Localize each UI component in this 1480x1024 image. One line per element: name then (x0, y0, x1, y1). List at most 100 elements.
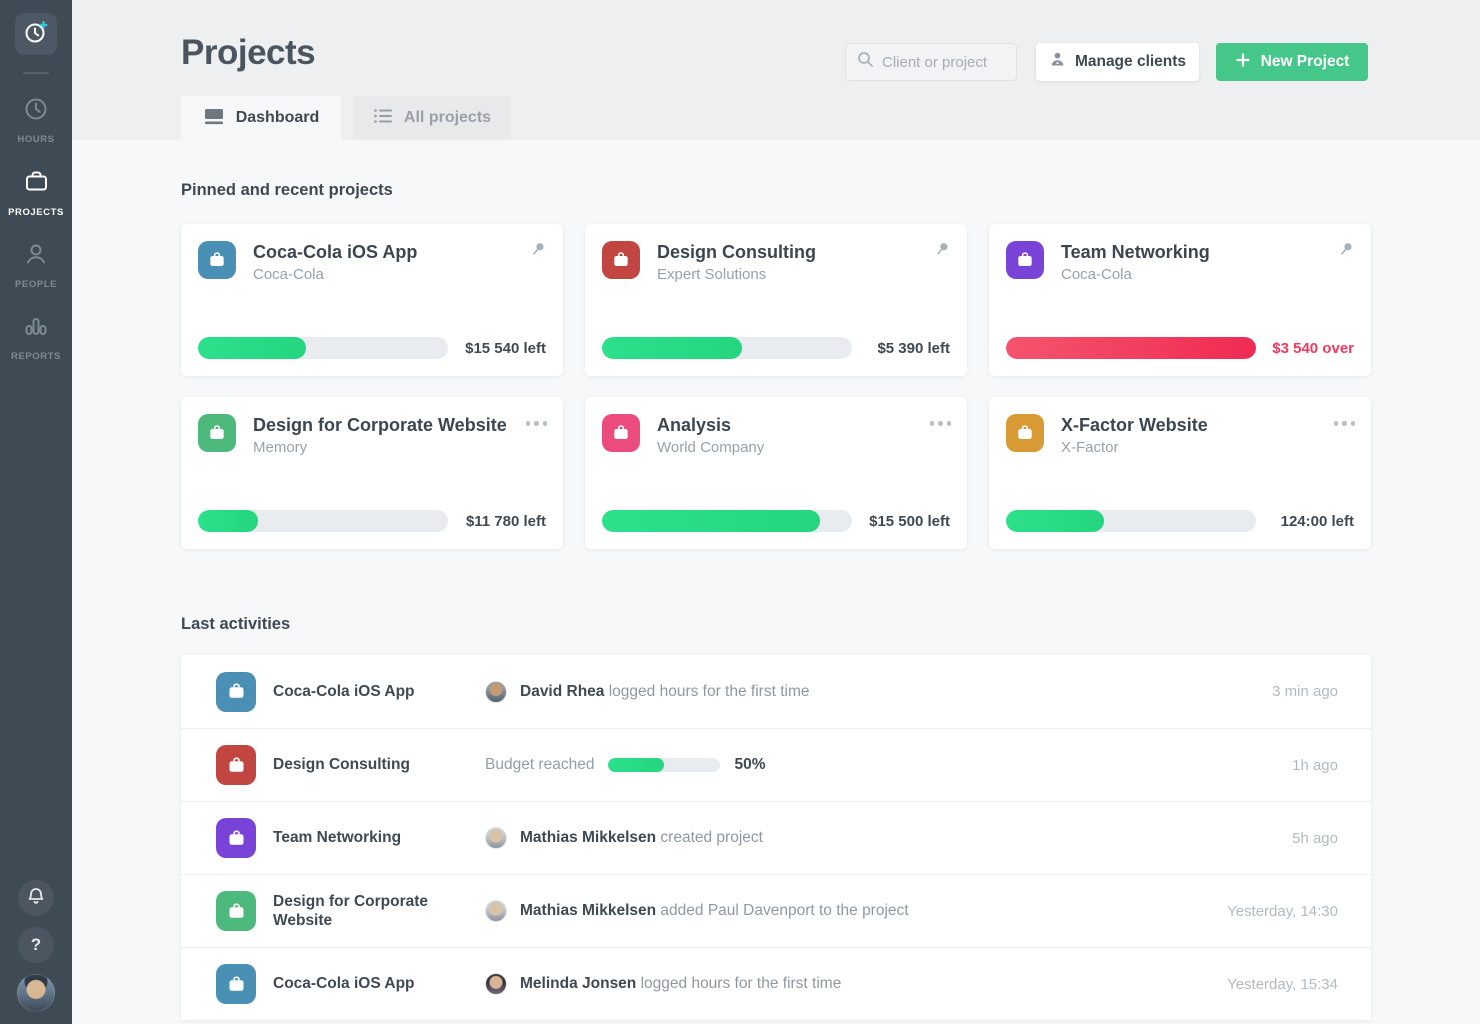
pushpin-icon[interactable] (933, 240, 951, 263)
activity-row[interactable]: Team Networking Mathias Mikkelsen create… (181, 801, 1371, 874)
clock-icon (23, 96, 49, 127)
manage-clients-button[interactable]: Manage clients (1036, 43, 1199, 81)
project-name: X-Factor Website (1061, 415, 1208, 435)
search-icon (857, 51, 874, 73)
help-button[interactable]: ? (18, 927, 54, 963)
project-name: Design for Corporate Website (253, 415, 507, 435)
budget-mini-bar (608, 758, 721, 772)
pinned-heading: Pinned and recent projects (181, 181, 393, 199)
briefcase-icon (23, 168, 50, 200)
activities-panel: Coca-Cola iOS App David Rhea logged hour… (181, 655, 1371, 1020)
budget-progress-fill (602, 337, 742, 359)
project-card[interactable]: Team Networking Coca-Cola $3 540 over (989, 224, 1371, 376)
search-box[interactable] (845, 43, 1017, 81)
budget-progress-bar (1006, 510, 1256, 532)
tab-label: All projects (403, 109, 492, 126)
tab-label: Dashboard (235, 109, 320, 126)
briefcase-icon (602, 414, 640, 452)
client-name: X-Factor (1061, 439, 1119, 456)
project-card[interactable]: Design Consulting Expert Solutions $5 39… (585, 224, 967, 376)
budget-progress-fill (198, 510, 258, 532)
activity-row[interactable]: Design for Corporate Website Mathias Mik… (181, 874, 1371, 947)
person-icon (23, 241, 49, 272)
project-card[interactable]: Coca-Cola iOS App Coca-Cola $15 540 left (181, 224, 563, 376)
app-logo[interactable] (15, 13, 57, 55)
budget-status: $15 540 left (465, 339, 546, 357)
pushpin-icon[interactable] (529, 240, 547, 263)
briefcase-icon (216, 964, 256, 1004)
new-project-button[interactable]: New Project (1216, 43, 1368, 81)
ellipsis-icon[interactable] (1333, 413, 1355, 426)
budget-progress-fill (1006, 337, 1256, 359)
notifications-button[interactable] (18, 880, 54, 916)
budget-status: 124:00 left (1280, 512, 1354, 530)
activity-timestamp: Yesterday, 15:34 (1227, 975, 1338, 993)
sidebar-item-label: REPORTS (11, 351, 61, 362)
sidebar: HOURS PROJECTS PEOPLE (0, 0, 72, 1024)
content-area: Pinned and recent projects Coca-Cola iOS… (72, 140, 1480, 1024)
briefcase-icon (216, 671, 256, 712)
budget-progress-bar (602, 337, 852, 359)
project-card[interactable]: X-Factor Website X-Factor 124:00 left (989, 397, 1371, 549)
activity-text: Melinda Jonsen logged hours for the firs… (520, 975, 842, 992)
briefcase-icon (216, 891, 256, 931)
client-name: Coca-Cola (1061, 266, 1132, 283)
sidebar-item-people[interactable]: PEOPLE (0, 229, 72, 301)
project-name: Coca-Cola iOS App (253, 242, 418, 262)
actor-name: Mathias Mikkelsen (520, 902, 657, 919)
manage-clients-label: Manage clients (1074, 53, 1187, 70)
budget-progress-bar (198, 337, 448, 359)
activities-heading: Last activities (181, 615, 291, 633)
tab-all-projects[interactable]: All projects (353, 96, 511, 140)
budget-progress-bar (198, 510, 448, 532)
activity-row[interactable]: Design Consulting Budget reached 50% 1h … (181, 728, 1371, 801)
project-name: Design Consulting (657, 242, 816, 262)
ellipsis-icon[interactable] (525, 413, 547, 426)
activity-timestamp: Yesterday, 14:30 (1227, 902, 1338, 920)
client-name: Coca-Cola (253, 266, 324, 283)
activity-text: Mathias Mikkelsen created project (520, 829, 763, 846)
activity-timestamp: 5h ago (1292, 829, 1338, 847)
actor-name: Melinda Jonsen (520, 975, 637, 992)
dashboard-icon (203, 107, 225, 130)
briefcase-icon (216, 818, 256, 858)
tab-bar: Dashboard All projects (181, 96, 511, 140)
actor-avatar (485, 680, 507, 703)
sidebar-item-reports[interactable]: REPORTS (0, 301, 72, 373)
sidebar-item-projects[interactable]: PROJECTS (0, 156, 72, 229)
sidebar-item-hours[interactable]: HOURS (0, 84, 72, 156)
actor-avatar (485, 900, 507, 922)
budget-percent: 50% (734, 756, 766, 773)
actor-avatar (485, 973, 507, 995)
budget-progress-fill (1006, 510, 1104, 532)
activity-timestamp: 3 min ago (1272, 683, 1338, 700)
budget-progress-bar (602, 510, 852, 532)
budget-progress-bar (1006, 337, 1256, 359)
activity-text: Mathias Mikkelsen added Paul Davenport t… (520, 902, 909, 919)
briefcase-icon (602, 241, 640, 279)
actor-name: Mathias Mikkelsen (520, 829, 657, 846)
pushpin-icon[interactable] (1337, 240, 1355, 263)
activity-row[interactable]: Coca-Cola iOS App David Rhea logged hour… (181, 655, 1371, 728)
activity-project-name: Design Consulting (273, 756, 410, 774)
project-card[interactable]: Analysis World Company $15 500 left (585, 397, 967, 549)
briefcase-icon (1006, 414, 1044, 452)
clock-plus-icon (22, 18, 50, 51)
page-title: Projects (181, 33, 316, 72)
actor-avatar (485, 827, 507, 849)
person-icon (1049, 51, 1066, 73)
budget-mini-fill (608, 758, 665, 772)
project-card[interactable]: Design for Corporate Website Memory $11 … (181, 397, 563, 549)
page-header: Projects Manage (72, 0, 1480, 140)
plus-icon (1235, 52, 1251, 73)
actor-name: David Rhea (520, 682, 605, 700)
user-avatar[interactable] (17, 974, 55, 1012)
ellipsis-icon[interactable] (929, 413, 951, 426)
main-area: Projects Manage (72, 0, 1480, 1024)
activity-project-name: Team Networking (273, 829, 402, 847)
tab-dashboard[interactable]: Dashboard (181, 96, 341, 140)
search-input[interactable] (882, 53, 1006, 71)
bell-icon (26, 886, 46, 911)
bar-chart-icon (23, 313, 49, 344)
activity-row[interactable]: Coca-Cola iOS App Melinda Jonsen logged … (181, 947, 1371, 1020)
